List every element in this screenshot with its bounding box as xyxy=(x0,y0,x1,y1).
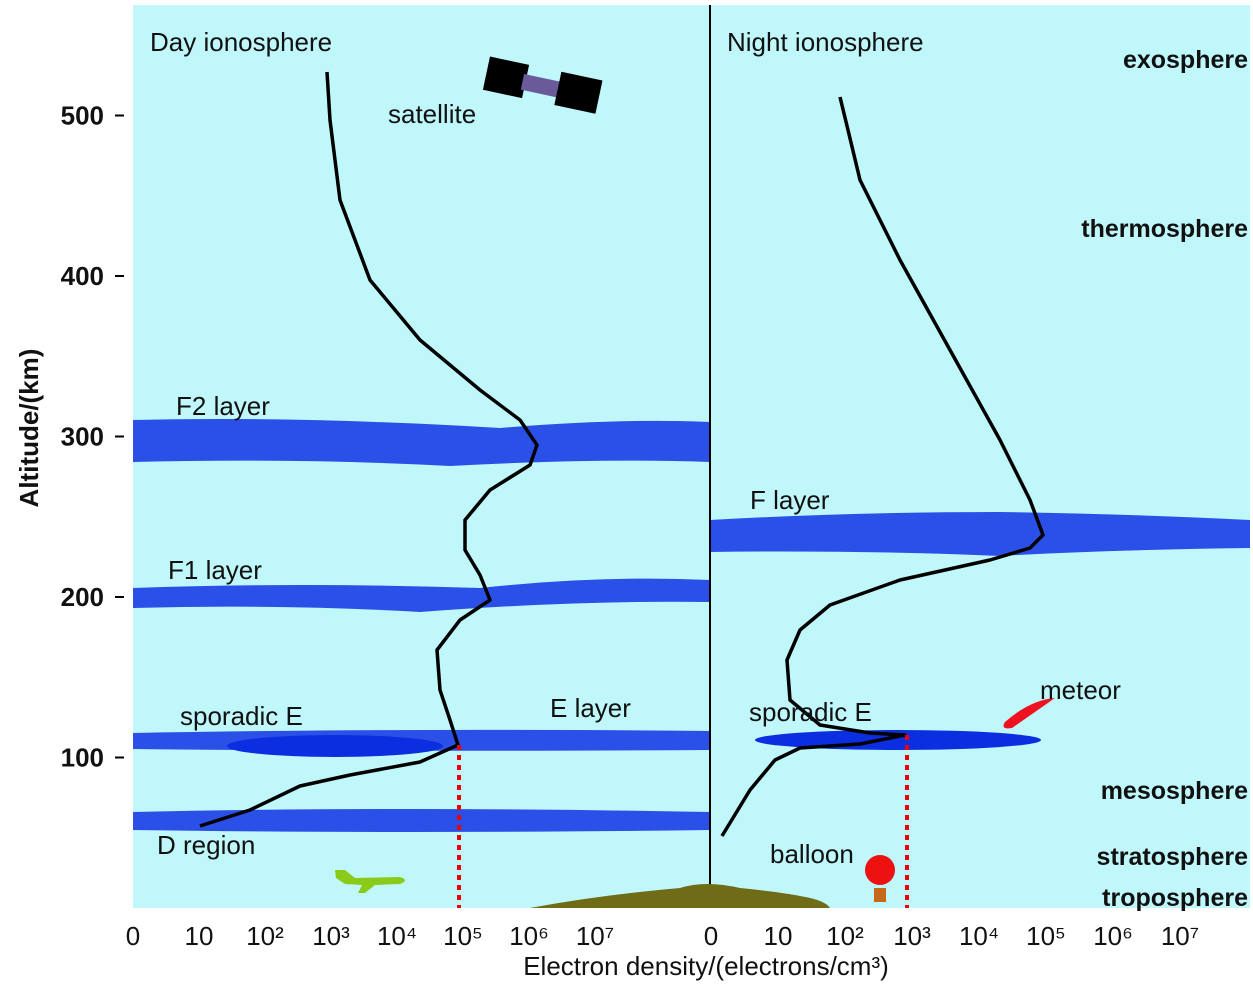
x-tick-label: 10⁴ xyxy=(959,921,999,951)
x-tick-label: 10⁷ xyxy=(576,921,614,951)
atmosphere-label: exosphere xyxy=(1123,46,1248,74)
layer-label: F1 layer xyxy=(168,555,262,585)
day-title: Day ionosphere xyxy=(150,27,332,57)
layer-label: F layer xyxy=(750,485,830,515)
meteor-icon xyxy=(1003,698,1055,729)
night-profile xyxy=(720,96,1045,837)
layer-label: F2 layer xyxy=(176,391,270,421)
x-tick-label: 10 xyxy=(764,921,793,951)
x-tick-label: 10⁶ xyxy=(1093,921,1133,951)
y-tick-label: 500 xyxy=(61,101,104,131)
f1-band xyxy=(133,578,710,612)
airplane xyxy=(335,870,405,893)
x-tick-label: 0 xyxy=(704,921,718,951)
atmosphere-label: stratosphere xyxy=(1097,843,1249,871)
layers xyxy=(133,419,1250,832)
y-axis-label: Altitude/(km) xyxy=(14,349,44,508)
satellite-icon xyxy=(482,56,603,114)
x-axis-label: Electron density/(electrons/cm³) xyxy=(523,951,889,981)
balloon-label: balloon xyxy=(770,839,854,869)
x-tick-label: 10² xyxy=(246,921,284,951)
x-tick-label: 10⁵ xyxy=(443,921,483,951)
atmosphere-label: mesosphere xyxy=(1101,777,1248,805)
atmosphere-label: troposphere xyxy=(1102,884,1248,912)
balloon-basket xyxy=(874,888,886,902)
layer-label: sporadic E xyxy=(180,701,303,731)
y-tick-label: 400 xyxy=(61,261,104,291)
layer-label: D region xyxy=(157,830,255,860)
x-tick-label: 10³ xyxy=(893,921,931,951)
f-band-night xyxy=(710,512,1250,556)
y-tick-label: 100 xyxy=(61,743,104,773)
x-tick-label: 10² xyxy=(826,921,864,951)
satellite-label: satellite xyxy=(388,99,476,129)
x-tick-label: 10⁷ xyxy=(1161,921,1199,951)
x-tick-label: 10⁵ xyxy=(1026,921,1066,951)
day-profile xyxy=(199,71,539,828)
d-band xyxy=(133,809,710,832)
atmosphere-label: thermosphere xyxy=(1081,215,1248,243)
f2-band xyxy=(133,419,710,466)
x-tick-label: 10³ xyxy=(312,921,350,951)
x-tick-label: 10 xyxy=(185,921,214,951)
layer-label: E layer xyxy=(550,693,631,723)
x-tick-label: 10⁴ xyxy=(377,921,417,951)
y-tick-label: 200 xyxy=(61,582,104,612)
layer-label: sporadic E xyxy=(749,697,872,727)
x-tick-label: 10⁶ xyxy=(509,921,549,951)
balloon-icon xyxy=(865,855,895,885)
meteor-label: meteor xyxy=(1040,675,1121,705)
y-tick-label: 300 xyxy=(61,422,104,452)
mountain xyxy=(530,884,830,908)
sporadic-e-day xyxy=(227,735,443,757)
night-title: Night ionosphere xyxy=(727,27,924,57)
x-tick-label: 0 xyxy=(126,921,140,951)
